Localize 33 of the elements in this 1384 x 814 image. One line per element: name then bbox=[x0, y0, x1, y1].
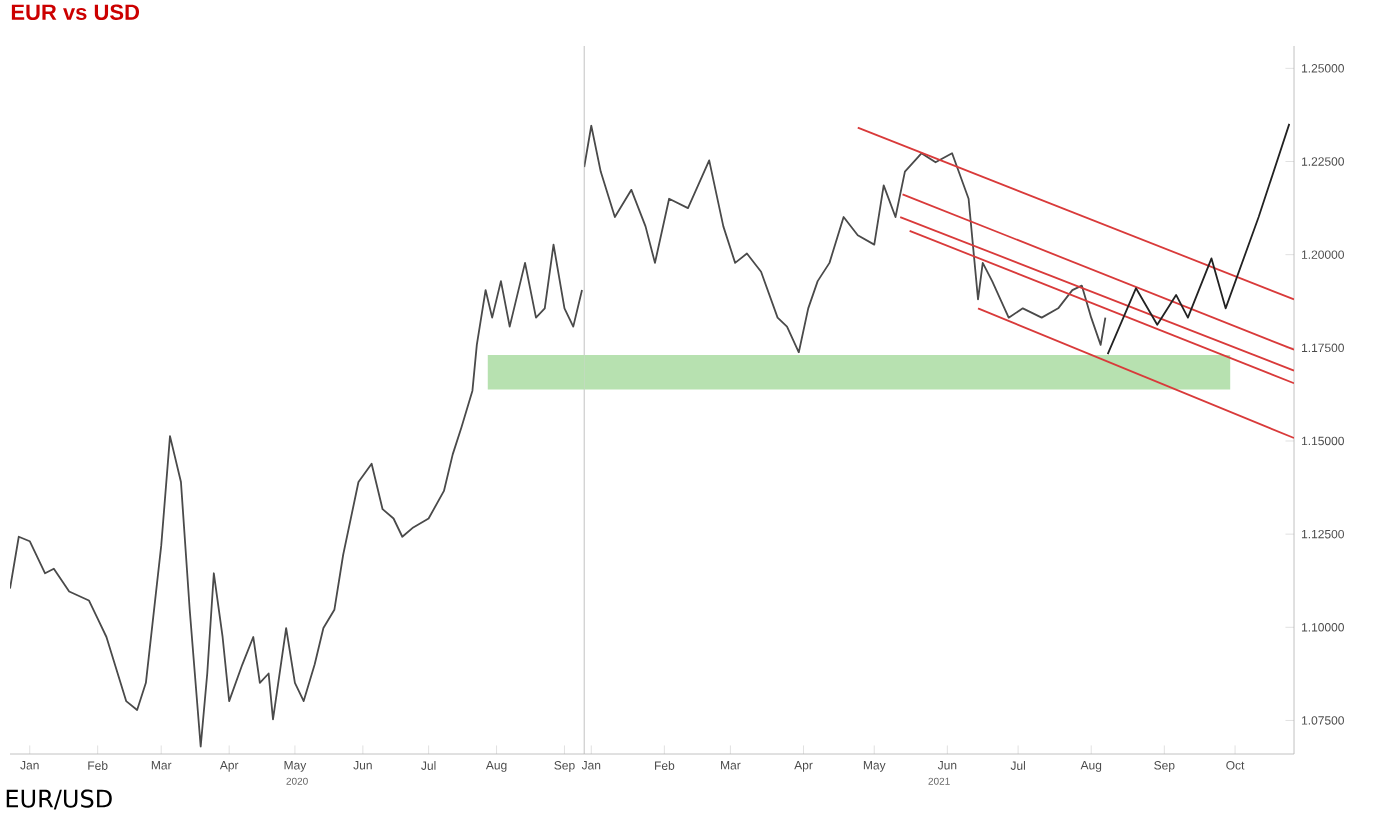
x-tick-label: May bbox=[863, 761, 886, 772]
x-tick-label: Feb bbox=[88, 761, 108, 770]
x-tick-label: Apr bbox=[794, 761, 813, 772]
line-series bbox=[584, 124, 1107, 354]
x-tick-label: May bbox=[284, 761, 307, 772]
x-axis-title: 2020 bbox=[286, 777, 308, 785]
x-tick-label: Jul bbox=[421, 761, 436, 770]
text: EUR/USD bbox=[6, 789, 112, 810]
chart-title: EUR vs USD bbox=[11, 4, 140, 20]
y-tick-label: 1.15000 bbox=[1301, 436, 1344, 446]
x-tick-label: Mar bbox=[721, 761, 741, 770]
x-tick-label: Jan bbox=[20, 761, 39, 770]
x-tick-label: Jul bbox=[1010, 761, 1025, 770]
x-tick-label: Mar bbox=[151, 761, 172, 770]
x-tick-label: Sep bbox=[554, 761, 575, 772]
x-tick-label: Jun bbox=[353, 761, 372, 770]
y-tick-label: 1.07500 bbox=[1301, 716, 1344, 725]
y-tick-label: 1.20000 bbox=[1301, 250, 1344, 259]
y-tick-label: 1.12500 bbox=[1301, 529, 1344, 539]
x-tick-label: Feb bbox=[655, 761, 675, 770]
y-tick-label: 1.10000 bbox=[1301, 623, 1344, 632]
line-series bbox=[1106, 122, 1291, 356]
x-tick-label: Jan bbox=[581, 761, 601, 770]
x-tick-label: Aug bbox=[1080, 761, 1102, 772]
x-tick-label: Aug bbox=[485, 761, 507, 772]
y-tick-label: 1.17500 bbox=[1301, 343, 1344, 353]
x-tick-label: Sep bbox=[1154, 761, 1175, 772]
x-axis-title: 2021 bbox=[928, 777, 950, 785]
x-tick-label: Jun bbox=[937, 761, 957, 770]
y-tick-label: 1.22500 bbox=[1301, 157, 1344, 166]
x-tick-label: Oct bbox=[1226, 761, 1245, 770]
x-tick-label: Apr bbox=[219, 761, 239, 772]
y-tick-label: 1.25000 bbox=[1301, 64, 1344, 73]
